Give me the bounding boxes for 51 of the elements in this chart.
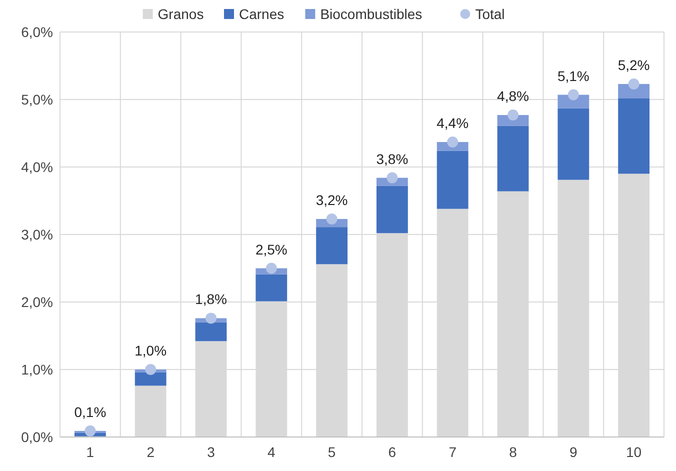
- y-tick-label: 5,0%: [21, 91, 53, 108]
- point: [206, 312, 216, 324]
- point: [447, 136, 458, 148]
- x-tick-label: 7: [448, 444, 457, 460]
- y-tick-label: 4,0%: [21, 158, 53, 175]
- bar: [376, 186, 408, 234]
- bar: [256, 274, 288, 302]
- point: [266, 262, 277, 274]
- point: [145, 364, 156, 375]
- bar: [436, 150, 468, 209]
- data-label: 3,8%: [376, 150, 408, 167]
- bar: [497, 126, 529, 192]
- x-tick-label: 3: [207, 444, 216, 460]
- point: [84, 425, 96, 436]
- x-tick-label: 1: [86, 444, 94, 460]
- data-label: 1,8%: [195, 291, 227, 308]
- bar: [316, 227, 348, 264]
- point: [628, 78, 640, 90]
- y-tick-label: 0,0%: [21, 428, 53, 445]
- point: [568, 89, 579, 100]
- bar: [195, 322, 227, 342]
- x-tick-label: 9: [570, 444, 578, 460]
- x-tick-label: 6: [388, 444, 396, 460]
- y-tick-label: 2,0%: [21, 294, 53, 310]
- data-label: 0,1%: [74, 404, 106, 420]
- legend-label: Biocombustibles: [320, 6, 422, 22]
- x-tick-label: 5: [328, 444, 336, 460]
- y-tick-label: 3,0%: [21, 226, 53, 242]
- data-label: 5,2%: [618, 56, 650, 73]
- data-label: 3,2%: [316, 192, 348, 208]
- legend-label: Carnes: [239, 6, 284, 22]
- bar: [134, 386, 166, 437]
- legend-label: Total: [475, 6, 505, 22]
- legend-label: Granos: [158, 6, 204, 22]
- data-label: 4,8%: [497, 88, 529, 104]
- data-label: 5,1%: [557, 68, 590, 84]
- point: [326, 213, 338, 224]
- x-tick-label: 4: [268, 444, 276, 460]
- bar: [618, 98, 650, 174]
- x-tick-label: 2: [146, 444, 155, 460]
- y-tick-label: 6,0%: [21, 24, 53, 40]
- point: [508, 110, 518, 121]
- point: [386, 172, 398, 184]
- bar: [134, 372, 166, 386]
- data-label: 1,0%: [134, 342, 167, 358]
- x-tick-label: 8: [509, 444, 518, 460]
- data-label: 4,4%: [436, 115, 469, 132]
- y-tick-label: 1,0%: [21, 361, 53, 378]
- bar: [558, 108, 590, 180]
- data-label: 2,5%: [255, 241, 288, 258]
- x-tick-label: 10: [626, 444, 642, 460]
